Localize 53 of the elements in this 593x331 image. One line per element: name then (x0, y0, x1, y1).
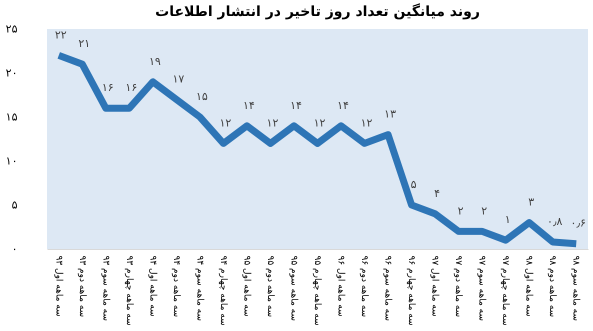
text: ۱۴ (243, 98, 255, 112)
text: ۰٫۸ (547, 214, 562, 228)
x-tick-label: سه ماهه چهارم ۹۴ (218, 256, 228, 326)
text: ۱۹ (148, 54, 161, 68)
text: ۱ (504, 213, 511, 226)
y-tick-label: ۵ (12, 198, 18, 212)
x-tick-label: سه ماهه سوم ۹۶ (382, 256, 393, 322)
chart-title: روند میانگین تعداد روز تاخیر در انتشار اطلاعات (155, 3, 480, 20)
y-tick-label: ۱۰ (6, 154, 18, 168)
x-tick-label: سه ماهه چهارم ۹۵ (312, 256, 322, 326)
text: ۴ (434, 186, 440, 200)
x-tick-label: سه ماهه دوم ۹۳ (76, 256, 87, 318)
x-tick-label: سه ماهه دوم ۹۸ (547, 256, 558, 318)
x-tick-label: سه ماهه سوم ۹۳ (100, 256, 110, 322)
x-tick-label: سه ماهه سوم ۹۷ (476, 256, 487, 322)
text: ۱۷ (172, 72, 184, 86)
x-tick-label: سه ماهه اول ۹۳ (53, 256, 64, 317)
x-tick-label: سه ماهه اول ۹۸ (524, 256, 534, 317)
text: ۲۲ (54, 28, 67, 42)
text: ۲ (458, 204, 464, 218)
text: ۳ (528, 196, 534, 209)
text: ۱۶ (102, 81, 114, 94)
x-tick-label: سه ماهه سوم ۹۴ (194, 256, 204, 322)
x-tick-label: سه ماهه اول ۹۷ (430, 256, 440, 317)
y-tick-label: ۲۰ (6, 66, 18, 80)
text: ۱۲ (360, 116, 372, 130)
x-tick-label: سه ماهه سوم ۹۵ (288, 256, 298, 322)
x-tick-label: سه ماهه دوم ۹۴ (170, 256, 181, 318)
text: ۱۲ (220, 116, 232, 130)
x-tick-label: سه ماهه دوم ۹۶ (359, 256, 370, 318)
x-tick-label: سه ماهه اول ۹۴ (147, 256, 158, 317)
text: ۲۱ (78, 37, 90, 50)
text: ۲ (481, 204, 488, 218)
text: ۱۴ (290, 98, 302, 112)
y-tick-label: ۱۵ (6, 110, 18, 124)
y-tick-label: ۲۵ (6, 22, 18, 36)
text: ۱۳ (384, 108, 396, 121)
x-tick-label: سه ماهه چهارم ۹۷ (500, 256, 510, 326)
text: ۵ (410, 178, 417, 191)
x-tick-label: سه ماهه چهارم ۹۳ (124, 256, 134, 326)
text: ۱۲ (266, 116, 278, 130)
text: ۱۶ (125, 81, 138, 94)
text: ۱۴ (337, 98, 349, 112)
x-tick-label: سه ماهه سوم ۹۸ (570, 256, 581, 322)
text: ۰٫۶ (570, 216, 586, 230)
text: ۱۵ (196, 90, 208, 103)
x-tick-label: سه ماهه چهارم ۹۶ (406, 256, 416, 326)
x-tick-label: سه ماهه اول ۹۶ (336, 256, 346, 317)
x-tick-label: سه ماهه اول ۹۵ (241, 256, 252, 317)
x-tick-label: سه ماهه دوم ۹۵ (264, 256, 275, 318)
text: ۱۲ (314, 116, 326, 130)
y-tick-label: ۰ (12, 242, 18, 256)
x-tick-label: سه ماهه دوم ۹۷ (453, 256, 464, 318)
